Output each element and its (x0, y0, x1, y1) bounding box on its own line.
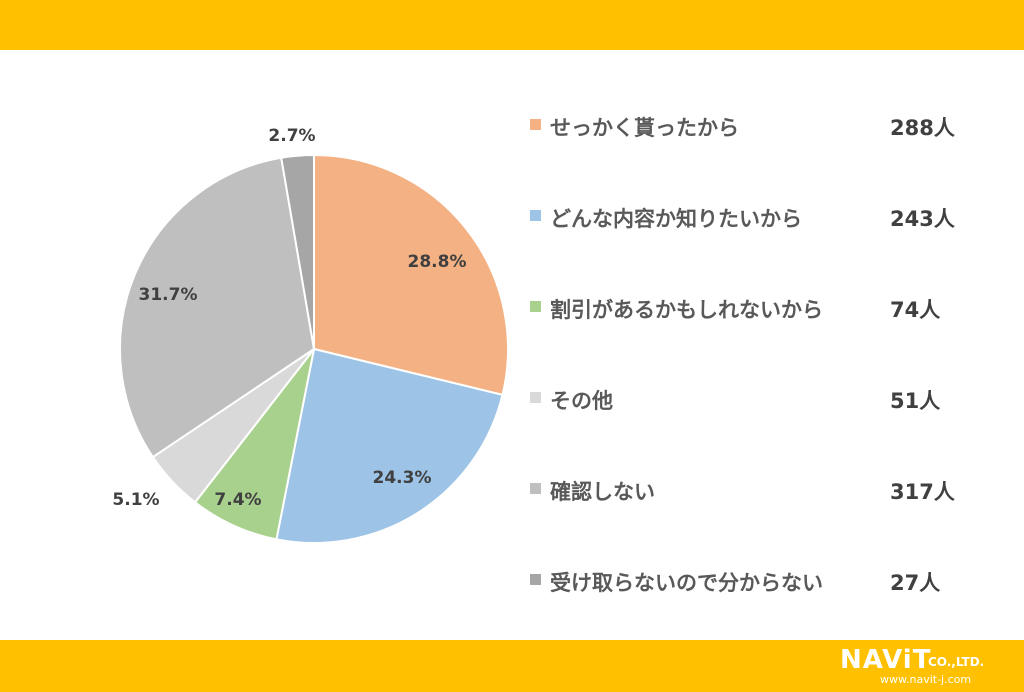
legend-label: せっかく貰ったから (550, 116, 739, 140)
legend-count: 288人 (890, 116, 955, 140)
slice-percent-label: 28.8% (408, 252, 467, 272)
legend-swatch (530, 210, 541, 221)
slice-percent-label: 2.7% (268, 126, 315, 146)
legend-label: 確認しない (550, 480, 655, 504)
slice-percent-label: 5.1% (112, 490, 159, 510)
legend-swatch (530, 574, 541, 585)
pie-chart: 28.8% 24.3% 7.4% 5.1% 31.7% 2.7% (112, 126, 510, 544)
legend-label: 割引があるかもしれないから (550, 298, 823, 322)
legend-swatch (530, 119, 541, 130)
pie-slice (118, 156, 316, 459)
pie-slice (313, 153, 510, 397)
slice-percent-label: 7.4% (214, 490, 261, 510)
slice-percent-label: 31.7% (139, 285, 198, 305)
top-accent-bar (0, 0, 1024, 50)
legend-label: その他 (550, 389, 613, 413)
pie-slice (275, 347, 504, 544)
legend-count: 243人 (890, 207, 955, 231)
legend-item: どんな内容か知りたいから 243人 (530, 196, 970, 236)
pie-slice (280, 153, 315, 350)
logo-name: NAViT (840, 645, 932, 675)
legend-label: どんな内容か知りたいから (550, 207, 802, 231)
legend-count: 27人 (890, 571, 941, 595)
logo-company-suffix: CO.,LTD. (928, 655, 985, 669)
legend-item: 受け取らないので分からない 27人 (530, 560, 970, 600)
legend-item: その他 51人 (530, 378, 970, 418)
legend-count: 74人 (890, 298, 941, 322)
navit-logo: NAViT CO.,LTD. www.navit-j.com (840, 646, 1010, 688)
logo-url: www.navit-j.com (880, 673, 972, 686)
legend-count: 51人 (890, 389, 941, 413)
legend-count: 317人 (890, 480, 955, 504)
legend-swatch (530, 392, 541, 403)
bottom-accent-bar (0, 640, 1024, 692)
legend-swatch (530, 301, 541, 312)
legend-item: 確認しない 317人 (530, 469, 970, 509)
slice-percent-label: 24.3% (373, 468, 432, 488)
legend-item: 割引があるかもしれないから 74人 (530, 287, 970, 327)
legend-label: 受け取らないので分からない (550, 571, 823, 595)
legend-swatch (530, 483, 541, 494)
legend-item: せっかく貰ったから 288人 (530, 105, 970, 145)
